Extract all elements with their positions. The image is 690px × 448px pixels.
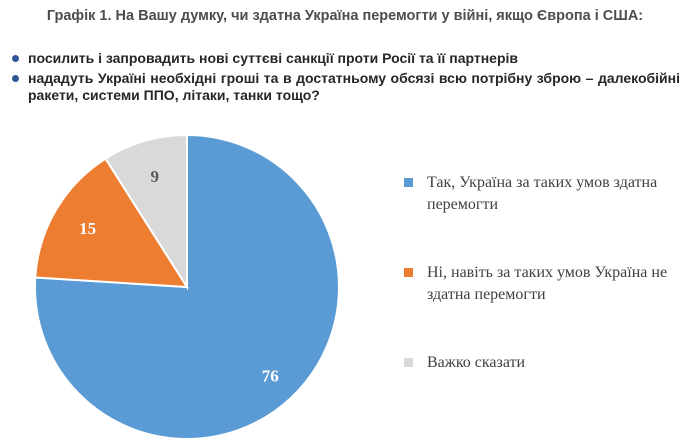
data-label-yes: 76 [262,367,279,386]
legend-label: Так, Україна за таких умов здатна перемо… [427,174,658,213]
condition-text: посилить і запровадить нові суттєві санк… [28,50,518,66]
pie-slice-yes [34,133,340,440]
condition-item-weapons: нададуть Україні необхідні гроші та в до… [10,70,680,104]
condition-text: нададуть Україні необхідні гроші та в до… [28,70,680,103]
bullet-icon [12,55,19,62]
chart-title: Графік 1. На Вашу думку, чи здатна Украї… [46,8,644,24]
pie-slice-hard-to-say [104,133,188,291]
legend-label: Ні, навіть за таких умов Україна не здат… [427,264,668,303]
condition-item-sanctions: посилить і запровадить нові суттєві санк… [10,50,680,67]
legend-label: Важко сказати [427,354,526,371]
data-label-no: 15 [79,219,96,238]
conditions-list: посилить і запровадить нові суттєві санк… [10,50,680,107]
pie-slice-no [34,157,189,289]
data-label-hard-to-say: 9 [151,167,160,186]
legend-item-no: Ні, навіть за таких умов Україна не здат… [404,262,674,306]
legend-swatch [404,178,413,187]
bullet-icon [12,75,19,82]
legend-swatch [404,268,413,277]
legend-item-hard-to-say: Важко сказати [404,352,674,374]
legend-item-yes: Так, Україна за таких умов здатна перемо… [404,172,674,216]
legend-swatch [404,358,413,367]
